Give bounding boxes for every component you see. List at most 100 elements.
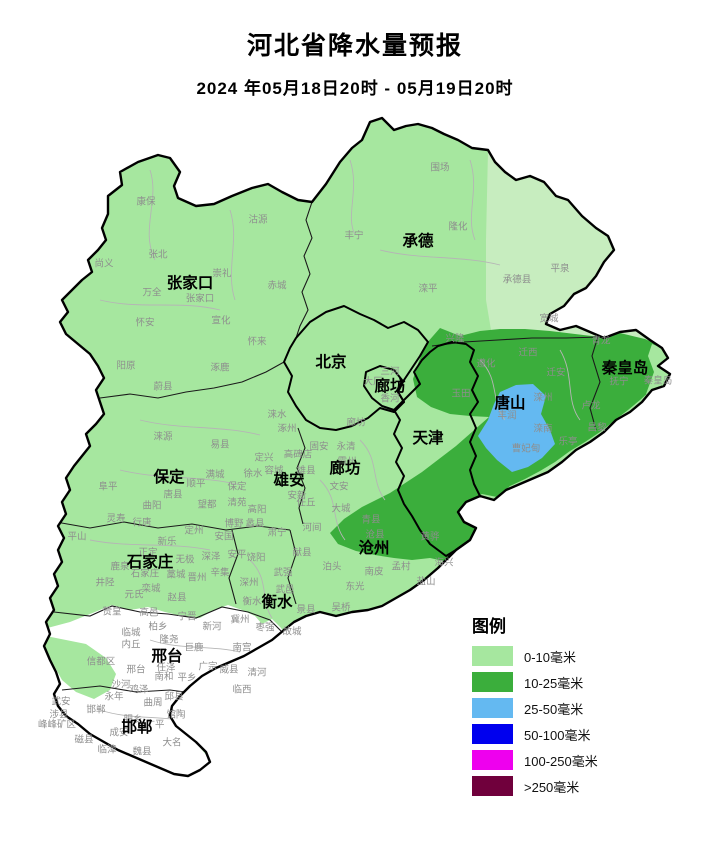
- county-border-layer: [89, 159, 581, 723]
- county-line-4: [349, 159, 356, 236]
- county-label: 元氏: [124, 590, 144, 601]
- county-line-6: [379, 249, 501, 266]
- county-label: 沽源: [248, 214, 268, 226]
- county-label: 南和: [154, 671, 173, 683]
- county-label: 兴隆: [445, 333, 465, 345]
- legend-item-label: 25-50毫米: [524, 701, 584, 717]
- border-hengshui-cangzhou: [287, 529, 297, 605]
- county-label: 峰峰矿区: [38, 719, 77, 731]
- city-label: 天津: [412, 429, 444, 447]
- county-label: 怀来: [247, 336, 267, 348]
- county-label: 河间: [302, 522, 321, 534]
- county-label: 永年: [104, 691, 124, 703]
- county-label: 青县: [361, 514, 380, 526]
- legend-swatch: [472, 672, 513, 692]
- county-label: 献县: [292, 547, 311, 559]
- county-label: 涿州: [277, 424, 296, 435]
- county-label: 滦南: [533, 423, 552, 435]
- county-label: 廊坊: [346, 417, 366, 429]
- county-label: 容城: [264, 465, 284, 477]
- map-region-offshore-island-3: [612, 470, 636, 482]
- header: 河北省降水量预报 2024 年05月18日20时 - 05月19日20时: [0, 0, 710, 99]
- city-label: 邢台: [150, 646, 182, 665]
- county-label: 三河: [380, 366, 400, 378]
- county-label: 安国: [214, 531, 233, 543]
- county-label: 南皮: [364, 566, 384, 578]
- county-label: 宁晋: [177, 611, 196, 623]
- legend-swatch: [472, 750, 513, 770]
- county-label: 平泉: [550, 263, 570, 275]
- county-label: 深泽: [201, 552, 221, 563]
- county-label: 香河: [380, 393, 400, 405]
- county-label: 滦平: [418, 283, 438, 295]
- county-label: 隆化: [448, 221, 468, 233]
- county-label: 宣化: [211, 315, 231, 327]
- county-line-5: [469, 159, 476, 241]
- county-label: 信都区: [87, 656, 116, 668]
- county-label: 广宗: [198, 661, 217, 673]
- county-line-11: [359, 439, 386, 501]
- county-label: 内丘: [121, 639, 141, 651]
- county-line-16: [249, 559, 273, 619]
- legend-item-label: 50-100毫米: [524, 727, 591, 743]
- legend-item: 50-100毫米: [472, 724, 598, 744]
- legend-swatch: [472, 698, 513, 718]
- county-label: 曲阳: [142, 501, 161, 512]
- county-label: 沧县: [365, 529, 384, 541]
- county-label: 赞皇: [102, 606, 121, 618]
- legend-item: 100-250毫米: [472, 750, 598, 770]
- county-label: 临漳: [97, 744, 117, 756]
- city-label: 廊坊: [329, 458, 361, 477]
- border-shijiazhuang-hengshui: [228, 529, 239, 605]
- county-line-2: [229, 209, 236, 301]
- county-label: 巨鹿: [184, 642, 204, 654]
- county-label: 易县: [210, 440, 229, 451]
- county-label: 肥乡: [123, 715, 142, 726]
- county-label: 井陉: [95, 577, 115, 589]
- county-label: 保定: [227, 481, 247, 493]
- county-label: 威县: [219, 664, 238, 676]
- map-region-rain-25-50mm: [478, 384, 555, 472]
- county-label: 文安: [329, 481, 348, 493]
- county-label: 孟村: [391, 561, 411, 573]
- county-label: 抚宁: [609, 376, 628, 388]
- county-label: 魏县: [132, 746, 151, 758]
- county-label: 藁城: [166, 569, 186, 581]
- city-label: 雄安: [272, 470, 304, 489]
- county-label: 任泽: [156, 662, 176, 674]
- county-label: 昌黎: [587, 422, 607, 434]
- county-label: 深州: [239, 578, 258, 589]
- county-label: 围场: [430, 163, 449, 174]
- county-label: 赵县: [167, 592, 186, 604]
- county-line-12: [479, 359, 506, 421]
- county-label: 滦州: [533, 392, 552, 404]
- county-label: 泊头: [322, 561, 341, 573]
- county-line-10: [319, 479, 346, 541]
- county-label: 永清: [336, 441, 356, 453]
- county-line-8: [119, 469, 241, 486]
- county-label: 鸡泽: [129, 684, 149, 696]
- county-label: 馆陶: [166, 709, 185, 721]
- county-label: 遵化: [476, 358, 496, 370]
- langfang-enclave-border: [363, 365, 405, 411]
- county-label: 秦皇岛: [644, 375, 673, 387]
- county-label: 万全: [142, 287, 162, 299]
- county-label: 无极: [175, 554, 195, 566]
- county-label: 定州: [184, 525, 203, 537]
- county-label: 大城: [331, 503, 351, 515]
- county-line-9: [89, 539, 211, 551]
- county-label: 清苑: [227, 497, 247, 509]
- county-line-1: [148, 169, 156, 261]
- legend-item: 10-25毫米: [472, 672, 598, 692]
- county-label: 迁西: [518, 348, 537, 359]
- legend-item-label: 100-250毫米: [524, 753, 598, 769]
- province-outline: [42, 116, 672, 778]
- county-label: 广平: [145, 719, 165, 731]
- county-label: 雄县: [296, 465, 315, 477]
- map-region-northeast-pale-band: [486, 150, 668, 348]
- county-label: 丰润: [497, 410, 516, 422]
- county-label: 安平: [227, 549, 247, 561]
- county-label: 霸州: [337, 457, 356, 468]
